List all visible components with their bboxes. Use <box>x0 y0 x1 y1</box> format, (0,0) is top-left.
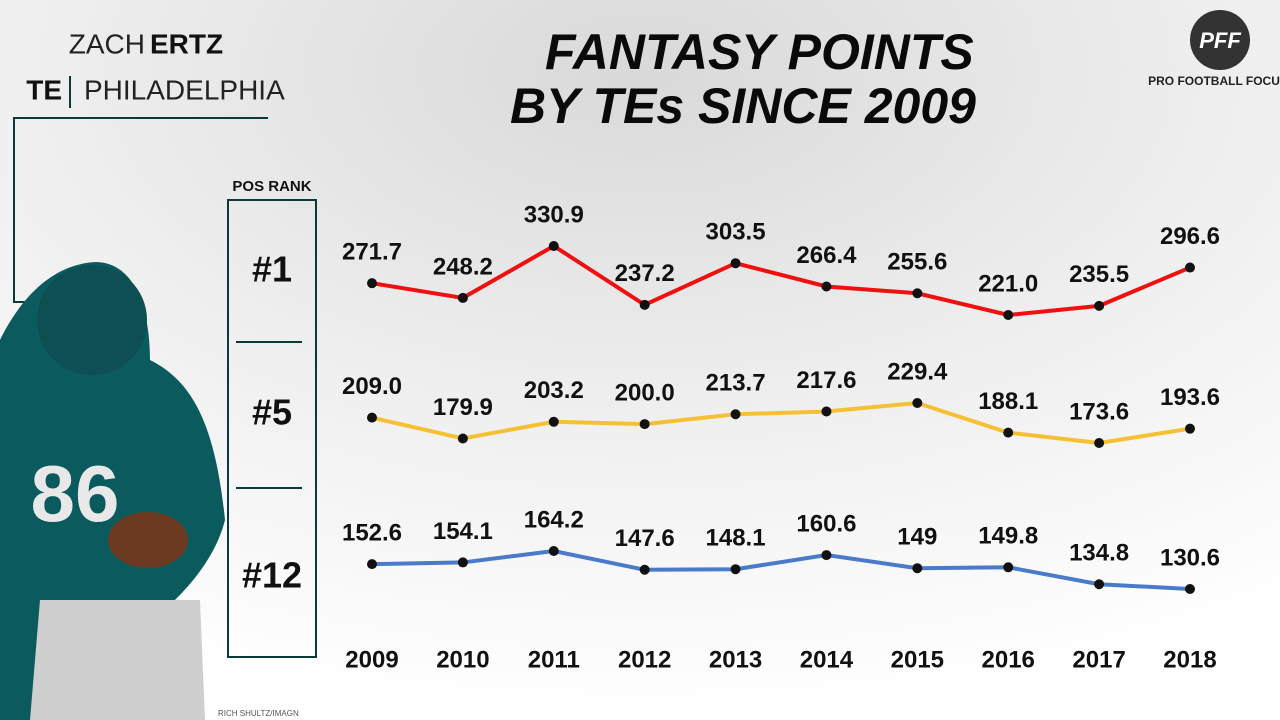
series-line <box>371 243 1191 318</box>
credit: RICH SHULTZ/IMAGN <box>218 709 299 718</box>
data-point <box>367 412 377 423</box>
logo-mark: PFF <box>1199 28 1241 53</box>
data-point <box>367 559 377 570</box>
x-tick-label: 2016 <box>982 646 1035 673</box>
series-line <box>371 548 1191 591</box>
data-point <box>548 416 559 427</box>
data-label: 160.6 <box>796 510 856 537</box>
data-point <box>1185 262 1195 273</box>
data-label: 149 <box>897 524 937 551</box>
data-point <box>548 241 559 251</box>
series-name: #12 <box>242 555 302 596</box>
data-label: 152.6 <box>342 519 402 546</box>
rank-box <box>227 199 317 658</box>
data-label: 148.1 <box>706 525 766 552</box>
data-label: 303.5 <box>706 219 766 246</box>
data-label: 235.5 <box>1069 261 1129 288</box>
data-point <box>730 258 741 269</box>
data-label: 266.4 <box>796 242 857 269</box>
data-label: 164.2 <box>524 506 584 533</box>
title-line: FANTASY POINTS <box>545 24 974 80</box>
data-point <box>912 398 923 408</box>
data-label: 271.7 <box>342 239 402 266</box>
data-label: 130.6 <box>1160 544 1220 571</box>
x-tick-label: 2012 <box>618 646 671 673</box>
first-name: ZACH <box>69 28 145 59</box>
data-point <box>1003 310 1014 320</box>
last-name: ERTZ <box>150 28 223 59</box>
data-point <box>1185 423 1195 434</box>
team: PHILADELPHIA <box>84 74 285 105</box>
data-label: 188.1 <box>978 388 1038 415</box>
svg-text:86: 86 <box>31 449 120 538</box>
data-label: 173.6 <box>1069 398 1129 425</box>
data-point <box>821 406 832 417</box>
data-point <box>912 563 923 574</box>
data-label: 203.2 <box>524 377 584 404</box>
data-point <box>639 419 650 430</box>
data-point <box>1003 427 1014 438</box>
data-point <box>1094 300 1105 311</box>
data-point <box>639 564 650 575</box>
data-point <box>821 281 832 292</box>
data-label: 213.7 <box>706 370 766 397</box>
data-point <box>1094 579 1105 590</box>
data-point <box>548 546 559 556</box>
data-label: 217.6 <box>796 367 856 394</box>
data-point <box>730 564 741 575</box>
title-line: BY TEs SINCE 2009 <box>510 78 976 134</box>
position: TE <box>26 74 62 105</box>
data-point <box>821 550 832 561</box>
x-tick-label: 2009 <box>345 646 398 673</box>
data-label: 193.6 <box>1160 384 1220 411</box>
data-label: 296.6 <box>1160 223 1220 250</box>
data-label: 229.4 <box>887 358 948 385</box>
data-point <box>1003 562 1014 573</box>
data-point <box>1185 584 1195 594</box>
x-tick-label: 2015 <box>891 646 944 673</box>
data-point <box>367 278 377 289</box>
data-label: 237.2 <box>615 260 675 287</box>
data-label: 330.9 <box>524 201 584 228</box>
x-tick-label: 2013 <box>709 646 762 673</box>
data-label: 134.8 <box>1069 540 1129 567</box>
x-tick-label: 2010 <box>436 646 489 673</box>
data-label: 179.9 <box>433 394 493 421</box>
data-label: 154.1 <box>433 518 493 545</box>
data-label: 255.6 <box>887 249 947 276</box>
data-point <box>639 299 650 310</box>
data-label: 147.6 <box>615 525 675 552</box>
x-tick-label: 2017 <box>1072 646 1125 673</box>
logo-badge <box>1190 10 1250 70</box>
x-tick-label: 2014 <box>800 646 854 673</box>
x-tick-label: 2011 <box>528 646 580 673</box>
series-name: #1 <box>252 249 292 290</box>
data-point <box>1094 438 1105 448</box>
rank-label: POS RANK <box>232 178 311 195</box>
x-tick-label: 2018 <box>1163 646 1216 673</box>
data-point <box>912 288 923 299</box>
logo-text: PRO FOOTBALL FOCUS <box>1148 74 1280 88</box>
series-name: #5 <box>252 392 292 433</box>
series-line <box>371 400 1191 446</box>
data-point <box>457 433 468 444</box>
player-image: 86 <box>0 262 225 720</box>
data-label: 248.2 <box>433 253 493 280</box>
data-label: 149.8 <box>978 523 1038 550</box>
data-label: 221.0 <box>978 270 1038 297</box>
data-point <box>457 557 468 568</box>
data-point <box>457 292 468 303</box>
data-label: 200.0 <box>615 379 675 406</box>
data-point <box>730 409 741 420</box>
data-label: 209.0 <box>342 373 402 400</box>
